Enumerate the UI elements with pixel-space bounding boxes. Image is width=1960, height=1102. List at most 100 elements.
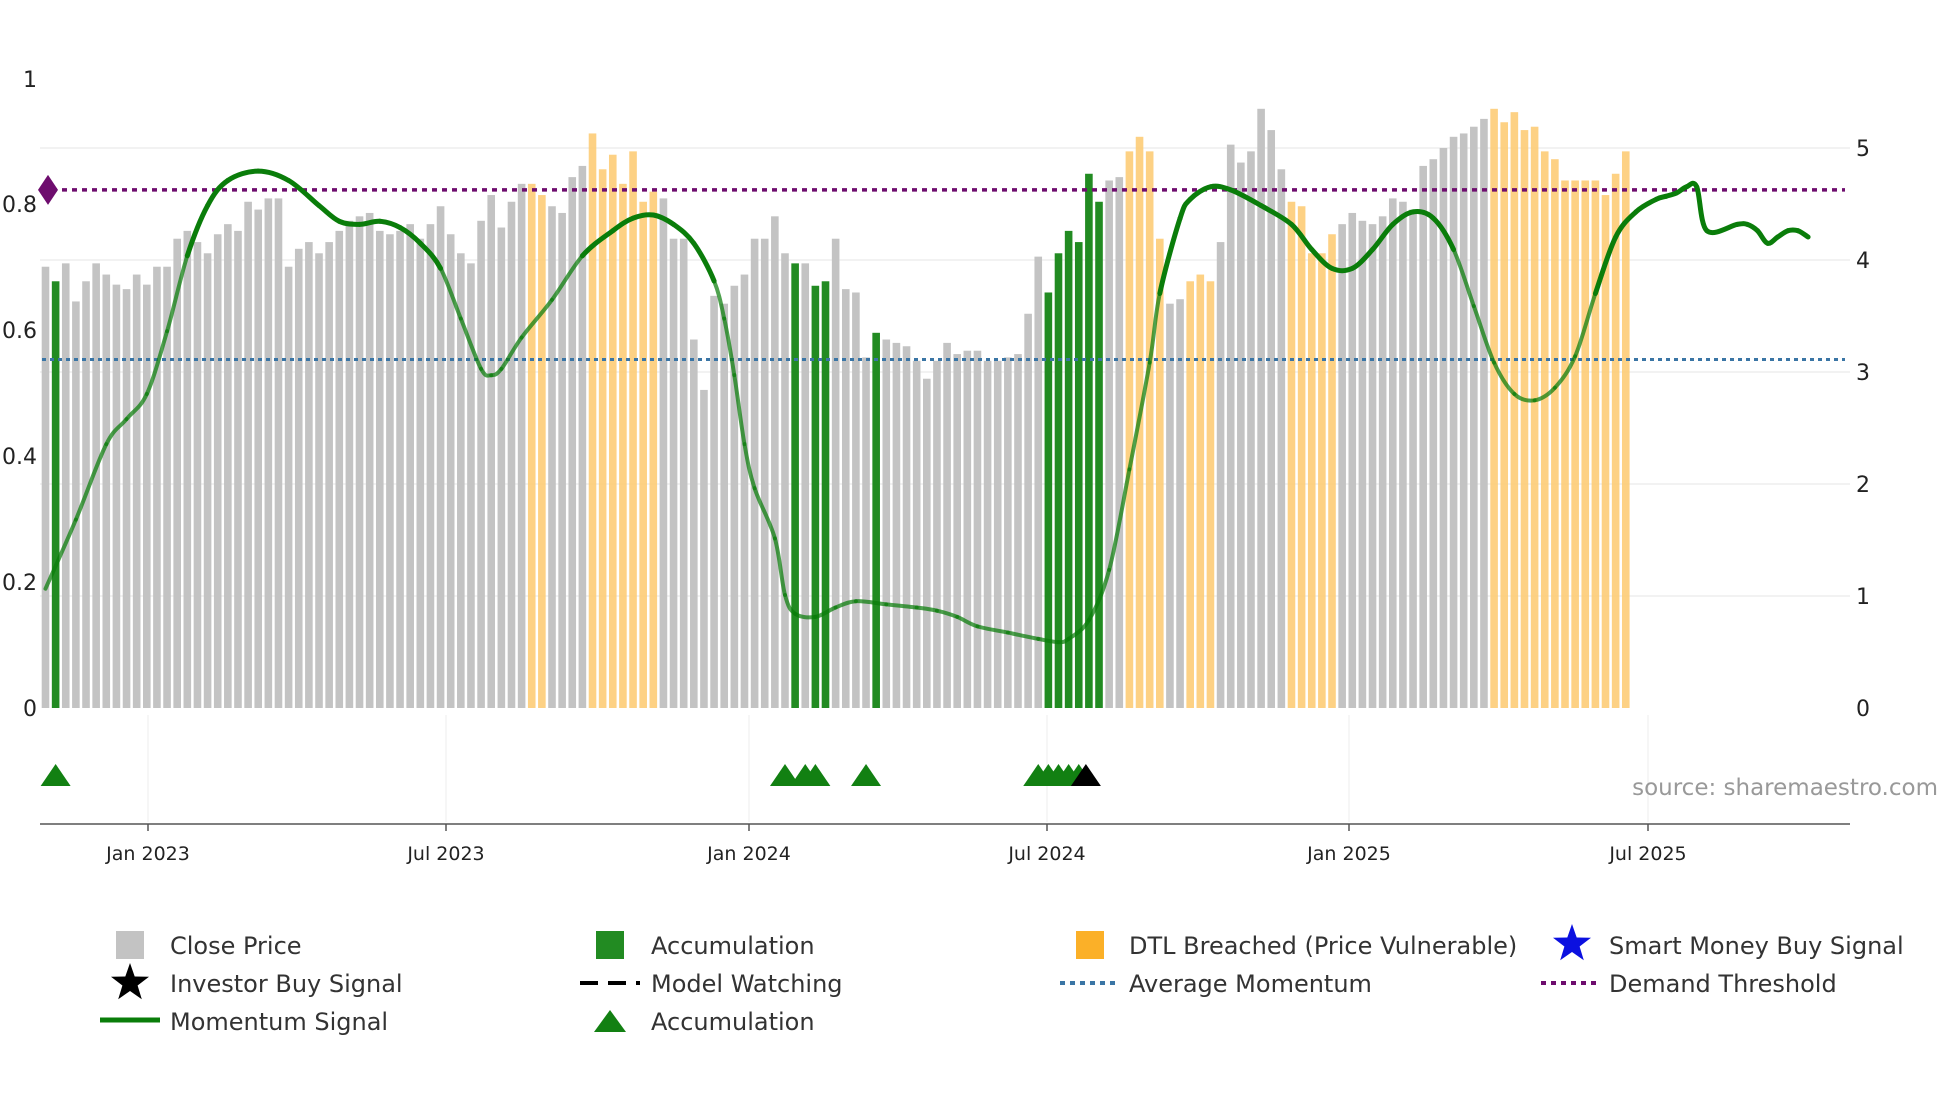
left-tick-label: 0.8 xyxy=(2,193,37,218)
close-price-bar xyxy=(132,274,141,708)
close-price-bar xyxy=(487,195,496,709)
legend-accumulation-triangle-label: Accumulation xyxy=(651,1008,815,1036)
close-price-bar xyxy=(386,234,394,709)
close-price-bar xyxy=(912,360,921,708)
close-price-bar xyxy=(993,360,1002,708)
close-price-bar xyxy=(122,289,131,708)
momentum-signal-segment xyxy=(1228,187,1264,209)
close-price-bar xyxy=(325,242,333,708)
dtl-breached-bar xyxy=(1318,253,1326,708)
dtl-breached-bar xyxy=(1156,238,1164,708)
x-tick-label: Jan 2024 xyxy=(706,843,791,865)
dtl-breached-bar xyxy=(619,183,627,709)
dtl-breached-bar xyxy=(1601,195,1610,709)
price-bars xyxy=(41,108,1630,709)
momentum-signal-segment xyxy=(255,168,292,183)
momentum-signal-segment xyxy=(104,417,129,447)
momentum-signal-segment xyxy=(377,218,403,231)
close-price-bar xyxy=(1399,201,1407,708)
close-price-bar xyxy=(720,303,729,708)
momentum-signal-segment xyxy=(1329,265,1355,274)
accumulation-bar xyxy=(872,332,880,708)
momentum-signal-segment xyxy=(955,614,980,629)
close-price-bar xyxy=(335,230,344,708)
momentum-signal-segment xyxy=(458,316,484,371)
source-note: source: sharemaestro.com xyxy=(1632,775,1938,801)
close-price-bar xyxy=(143,284,151,708)
right-tick-label: 3 xyxy=(1856,361,1870,386)
legend-accumulation-triangle-icon xyxy=(594,1010,626,1032)
demand-threshold-marker xyxy=(38,174,58,205)
legend-smart-money-label: Smart Money Buy Signal xyxy=(1609,932,1904,960)
accumulation-bar xyxy=(1054,253,1063,708)
close-price-bar xyxy=(426,224,435,708)
dtl-breached-bar xyxy=(1571,180,1579,709)
accumulation-bar xyxy=(821,281,830,708)
close-price-bar xyxy=(771,216,779,708)
close-price-bar xyxy=(781,253,789,708)
dtl-breached-bar xyxy=(649,191,658,708)
accumulation-triangle-marker xyxy=(769,764,800,786)
legend: Close Price Accumulation DTL Breached (P… xyxy=(100,924,1904,1036)
momentum-signal-segment xyxy=(1005,630,1041,641)
close-price-bar xyxy=(396,230,404,708)
close-price-bar xyxy=(568,177,577,708)
dtl-breached-bar xyxy=(1500,122,1509,709)
close-price-bar xyxy=(943,342,951,708)
close-price-bar xyxy=(224,224,232,708)
dtl-breached-bar xyxy=(1145,151,1154,709)
close-price-bar xyxy=(1480,118,1488,708)
close-price-bar xyxy=(1014,354,1022,708)
legend-model-watching-label: Model Watching xyxy=(651,970,843,998)
legend-accumulation-label: Accumulation xyxy=(651,932,815,960)
close-price-bar xyxy=(305,242,313,708)
close-price-bar xyxy=(841,289,850,708)
close-price-bar xyxy=(1105,180,1113,709)
legend-average-momentum-label: Average Momentum xyxy=(1129,970,1372,998)
right-tick-label: 0 xyxy=(1856,697,1870,722)
left-tick-label: 0 xyxy=(23,697,37,722)
momentum-signal-segment xyxy=(1147,291,1162,365)
momentum-signal-segment xyxy=(1471,304,1497,365)
accumulation-triangle-marker xyxy=(800,764,831,786)
close-price-bar xyxy=(1024,313,1032,708)
momentum-signal-segment xyxy=(1532,385,1557,403)
dtl-breached-bar xyxy=(1530,126,1539,709)
legend-smart-money-star-icon xyxy=(1553,924,1591,961)
left-tick-label: 0.4 xyxy=(2,445,37,470)
close-price-bar xyxy=(406,224,414,708)
dtl-breached-bar xyxy=(1581,180,1590,709)
dtl-breached-bar xyxy=(1520,130,1529,708)
close-price-bar xyxy=(1166,303,1174,708)
legend-close-price-label: Close Price xyxy=(170,932,302,960)
close-price-bar xyxy=(963,350,972,708)
momentum-signal-segment xyxy=(1552,354,1578,390)
close-price-bar xyxy=(315,253,323,708)
close-price-bar xyxy=(365,212,374,708)
right-tick-label: 5 xyxy=(1856,137,1870,162)
close-price-bar xyxy=(1419,165,1427,709)
close-price-bar xyxy=(973,350,982,708)
accumulation-bar xyxy=(1044,292,1053,708)
dtl-breached-bar xyxy=(1206,281,1215,708)
momentum-signal-segment xyxy=(1107,467,1132,572)
x-tick-label: Jul 2024 xyxy=(1007,843,1085,865)
close-price-bar xyxy=(284,266,293,708)
momentum-signal-segment xyxy=(73,442,109,522)
close-price-bar xyxy=(669,238,678,708)
close-price-bar xyxy=(1449,136,1458,709)
momentum-signal-segment xyxy=(833,599,858,610)
momentum-signal-segment xyxy=(772,536,787,597)
close-price-bar xyxy=(1237,162,1245,708)
close-price-bar xyxy=(902,346,911,708)
dtl-breached-bar xyxy=(1297,206,1306,709)
close-price-bar xyxy=(213,234,222,709)
close-price-bar xyxy=(801,263,810,708)
close-price-bar xyxy=(750,238,759,708)
momentum-signal-segment xyxy=(357,218,383,227)
legend-investor-star-icon xyxy=(111,963,149,1000)
legend-dtl-swatch xyxy=(1076,931,1104,959)
momentum-signal-segment xyxy=(884,602,919,610)
close-price-bar xyxy=(457,253,465,708)
